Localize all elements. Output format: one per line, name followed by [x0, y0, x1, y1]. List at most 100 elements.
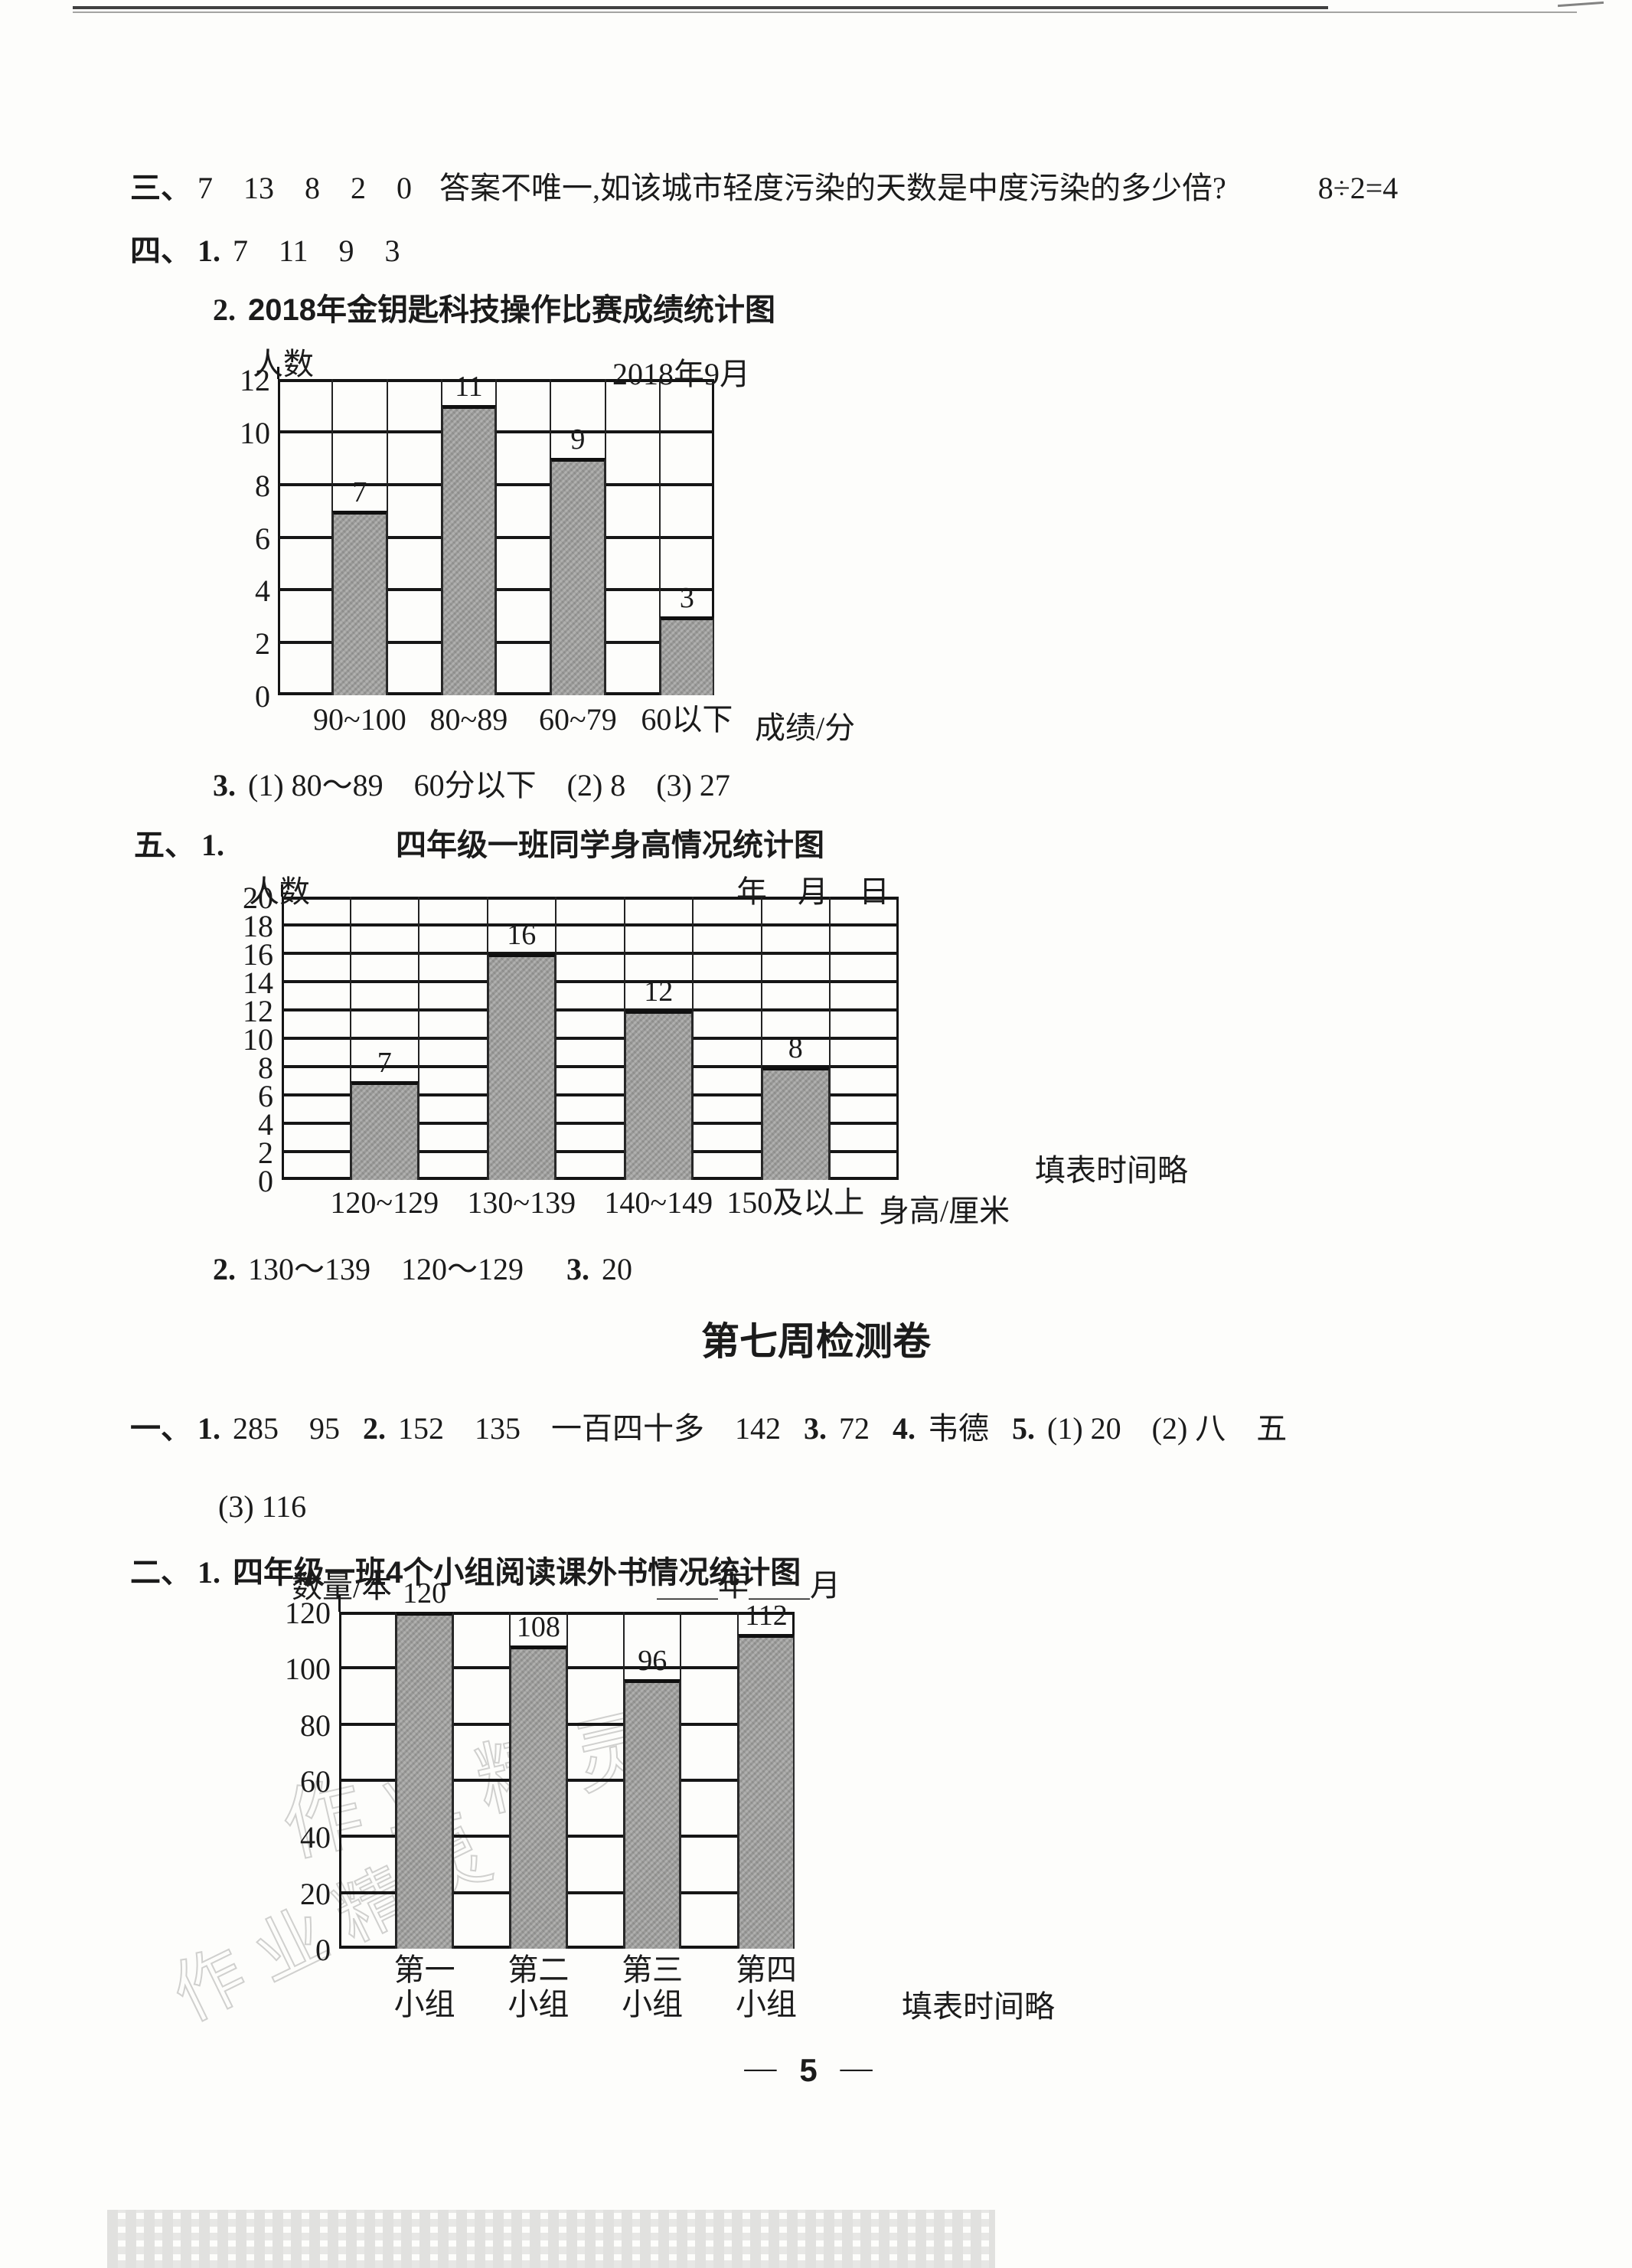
- bar-value-label: 112: [745, 1600, 788, 1632]
- scan-artifact-top-line-2: [73, 11, 1577, 13]
- page-section-heading: 第七周检测卷: [701, 1320, 931, 1363]
- bar-value-label: 11: [455, 371, 483, 404]
- x-axis-title: 成绩/分: [755, 711, 856, 745]
- section-label: 五、: [134, 828, 195, 862]
- y-axis-line: [277, 367, 279, 379]
- answer-line-week7-section1-cont: (3) 116: [218, 1489, 307, 1525]
- answer-text: 答案不唯一,如该城市轻度污染的天数是中度污染的多少倍?: [439, 171, 1226, 205]
- section-label: 一、: [130, 1412, 191, 1446]
- scan-artifact-bottom-band: [107, 2210, 995, 2268]
- page-number: 5: [799, 2052, 818, 2088]
- chart1-title-line: 2. 2018年金钥匙科技操作比赛成绩统计图: [213, 292, 775, 328]
- page-footer: — 5 —: [0, 2051, 1617, 2090]
- chart-title-text: 四年级一班同学身高情况统计图: [396, 828, 824, 862]
- answer-line-section5: 2. 130～139 120～129 3. 20: [213, 1252, 632, 1287]
- bar-value-label: 7: [377, 1046, 392, 1079]
- gridline-horizontal: [282, 1037, 899, 1040]
- y-tick-label: 0: [258, 1164, 273, 1198]
- chart-bar: [761, 1067, 830, 1180]
- gridline-horizontal: [282, 1093, 899, 1096]
- x-category-label: 60~79: [539, 702, 617, 737]
- footer-dash-left: —: [744, 2051, 777, 2086]
- gridline-vertical: [680, 1612, 682, 1949]
- y-tick-label: 8: [258, 1051, 273, 1085]
- answer-text: 72: [839, 1411, 870, 1446]
- y-tick-label: 4: [258, 1107, 273, 1142]
- gridline-horizontal: [282, 1150, 899, 1153]
- item-number: 5.: [1012, 1411, 1035, 1446]
- bar-value-label: 3: [679, 581, 694, 614]
- item-number: 3.: [566, 1252, 589, 1286]
- chart-bar: [441, 405, 496, 695]
- y-tick-label: 12: [243, 994, 273, 1028]
- gridline-vertical: [692, 897, 694, 1180]
- answer-text: 8÷2=4: [1317, 171, 1399, 205]
- chart-note: 填表时间略: [1035, 1153, 1188, 1188]
- y-tick-label: 6: [255, 521, 270, 556]
- y-tick-label: 16: [243, 937, 273, 972]
- item-number: 2.: [213, 1252, 236, 1286]
- answer-text: (1) 20 (2) 八 五: [1047, 1411, 1288, 1446]
- y-tick-label: 4: [255, 574, 270, 609]
- answer-text: 285 95: [233, 1411, 340, 1446]
- chart-corner-label: 年 月 日: [736, 874, 889, 909]
- answer-line-section3: 三、 7 13 8 2 0 答案不唯一,如该城市轻度污染的天数是中度污染的多少倍? 8…: [130, 171, 1399, 206]
- answer-text: 韦德: [928, 1411, 989, 1446]
- answer-text: 130～139 120～129: [248, 1252, 524, 1286]
- gridline-horizontal: [282, 923, 899, 926]
- answer-line-section4: 四、 1. 7 11 9 3: [130, 234, 400, 269]
- answer-line-item3: 3. (1) 80～89 60分以下 (2) 8 (3) 27: [213, 768, 730, 803]
- y-tick-label: 2: [258, 1136, 273, 1170]
- item-number: 3.: [213, 768, 236, 802]
- bar-value-label: 108: [516, 1611, 560, 1643]
- y-axis-unit-label: 人数: [253, 347, 314, 381]
- bar-value-label: 96: [638, 1645, 667, 1677]
- chart-note: 填表时间略: [902, 1989, 1055, 2024]
- gridline-vertical: [418, 897, 419, 1180]
- answer-text: 20: [602, 1252, 632, 1286]
- item-number: 1.: [197, 234, 220, 268]
- answer-text: (3) 116: [218, 1489, 307, 1524]
- item-number: 1.: [201, 828, 224, 862]
- gridline-vertical: [604, 379, 606, 695]
- bar-value-label: 7: [352, 476, 367, 509]
- gridline-horizontal: [282, 1065, 899, 1068]
- x-axis-title: 身高/厘米: [879, 1194, 1010, 1228]
- gridline-vertical: [452, 1612, 454, 1949]
- gridline-vertical: [566, 1612, 568, 1949]
- x-category-label: 第四 小组: [736, 1953, 797, 2021]
- answer-text: 7 11 9 3: [233, 234, 400, 268]
- gridline-vertical: [495, 379, 497, 695]
- y-tick-label: 14: [243, 966, 273, 1000]
- y-axis-line: [338, 1595, 341, 1612]
- chart-bar: [737, 1634, 795, 1949]
- chart-bar: [350, 1080, 419, 1180]
- chart-bar: [550, 458, 605, 695]
- scan-artifact-corner-mark: [1557, 1, 1604, 8]
- y-tick-label: 20: [300, 1876, 331, 1911]
- y-axis-unit-label: 数量/本: [292, 1570, 393, 1604]
- x-category-label: 90~100: [313, 702, 406, 737]
- section-label: 四、: [130, 234, 191, 268]
- answer-text: (1) 80～89 60分以下 (2) 8 (3) 27: [248, 768, 730, 802]
- x-category-label: 第一 小组: [393, 1953, 455, 2021]
- x-category-label: 150及以上: [726, 1185, 865, 1220]
- section-label: 三、: [130, 172, 191, 205]
- chart-corner-label: ＿＿年＿＿月: [657, 1568, 840, 1603]
- x-category-label: 80~89: [429, 702, 508, 737]
- chart-bar: [659, 616, 714, 695]
- item-number: 1.: [197, 1555, 220, 1590]
- y-tick-label: 6: [258, 1079, 273, 1113]
- x-category-label: 60以下: [641, 702, 733, 737]
- item-number: 1.: [197, 1411, 220, 1446]
- gridline-horizontal: [282, 980, 899, 983]
- x-category-label: 140~149: [604, 1185, 713, 1220]
- y-tick-label: 40: [300, 1820, 331, 1855]
- gridline-vertical: [349, 897, 351, 1180]
- chart-bar: [624, 1679, 681, 1949]
- section-label: 二、: [130, 1556, 191, 1590]
- gridline-horizontal: [282, 952, 899, 955]
- bar-value-label: 8: [788, 1032, 803, 1064]
- y-tick-label: 120: [285, 1596, 331, 1630]
